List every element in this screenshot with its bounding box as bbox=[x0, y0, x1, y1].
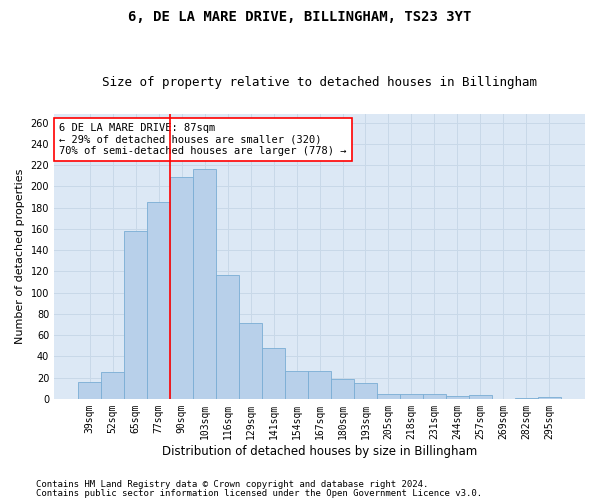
Bar bbox=[400, 394, 423, 399]
Bar bbox=[354, 383, 377, 399]
Bar bbox=[538, 396, 561, 399]
Bar bbox=[101, 372, 124, 399]
Bar bbox=[331, 378, 354, 399]
Bar bbox=[147, 202, 170, 399]
Bar bbox=[170, 177, 193, 399]
Bar bbox=[216, 274, 239, 399]
Bar bbox=[377, 394, 400, 399]
Text: 6 DE LA MARE DRIVE: 87sqm
← 29% of detached houses are smaller (320)
70% of semi: 6 DE LA MARE DRIVE: 87sqm ← 29% of detac… bbox=[59, 123, 347, 156]
Bar bbox=[308, 371, 331, 399]
Bar bbox=[78, 382, 101, 399]
Bar bbox=[239, 324, 262, 399]
Text: Contains HM Land Registry data © Crown copyright and database right 2024.: Contains HM Land Registry data © Crown c… bbox=[36, 480, 428, 489]
Text: Contains public sector information licensed under the Open Government Licence v3: Contains public sector information licen… bbox=[36, 489, 482, 498]
Y-axis label: Number of detached properties: Number of detached properties bbox=[15, 169, 25, 344]
Text: 6, DE LA MARE DRIVE, BILLINGHAM, TS23 3YT: 6, DE LA MARE DRIVE, BILLINGHAM, TS23 3Y… bbox=[128, 10, 472, 24]
Bar bbox=[446, 396, 469, 399]
Bar bbox=[423, 394, 446, 399]
Bar bbox=[262, 348, 285, 399]
Title: Size of property relative to detached houses in Billingham: Size of property relative to detached ho… bbox=[102, 76, 537, 90]
X-axis label: Distribution of detached houses by size in Billingham: Distribution of detached houses by size … bbox=[162, 444, 477, 458]
Bar bbox=[285, 371, 308, 399]
Bar bbox=[469, 394, 492, 399]
Bar bbox=[193, 170, 216, 399]
Bar bbox=[515, 398, 538, 399]
Bar bbox=[124, 231, 147, 399]
